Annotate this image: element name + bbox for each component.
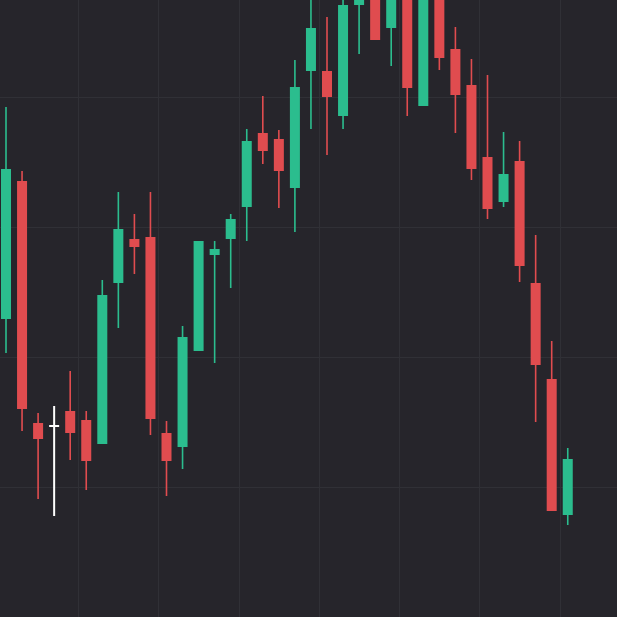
candle[interactable] (129, 214, 140, 274)
candle[interactable] (530, 235, 541, 422)
candle[interactable] (65, 371, 76, 460)
candle-body (514, 161, 525, 266)
candle[interactable] (241, 129, 252, 241)
candle-body (17, 181, 28, 409)
candle[interactable] (418, 0, 429, 106)
candles (1, 0, 573, 525)
candle-body (289, 87, 300, 188)
candle[interactable] (81, 411, 92, 490)
candle-body (370, 0, 381, 40)
candle[interactable] (482, 75, 493, 219)
candle[interactable] (338, 0, 349, 129)
candle[interactable] (434, 0, 445, 70)
candle-body (530, 283, 541, 365)
candle[interactable] (273, 130, 284, 208)
candle-body (418, 0, 429, 106)
candle[interactable] (562, 448, 573, 525)
candle-body (145, 237, 156, 419)
candle[interactable] (209, 241, 220, 363)
candle[interactable] (225, 214, 236, 288)
candle-body (562, 459, 573, 515)
candle[interactable] (17, 171, 28, 431)
candle-body (177, 337, 188, 447)
candle[interactable] (289, 60, 300, 232)
candle-body (354, 0, 365, 5)
candle-body (33, 423, 44, 439)
candle[interactable] (257, 96, 268, 164)
candle[interactable] (354, 0, 365, 54)
candle[interactable] (305, 0, 316, 129)
candle[interactable] (33, 413, 44, 499)
candle-body (113, 229, 124, 283)
candle[interactable] (193, 241, 204, 351)
candle-body (546, 379, 557, 511)
candle-body (402, 0, 413, 88)
candle-body (209, 249, 220, 255)
candle-body (434, 0, 445, 58)
candle-body (322, 71, 332, 97)
candle-body (466, 85, 477, 169)
candle-body (193, 241, 204, 351)
candle-body (161, 433, 172, 461)
candle-body (81, 420, 92, 461)
candle[interactable] (450, 27, 461, 133)
candle[interactable] (498, 132, 509, 207)
candle-body (305, 28, 316, 71)
candle[interactable] (145, 192, 156, 435)
candle-body (129, 239, 140, 247)
candle[interactable] (113, 192, 124, 328)
candle-body (482, 157, 493, 209)
candle-body (338, 5, 349, 116)
candle[interactable] (546, 341, 557, 511)
candle-body (97, 295, 108, 444)
candle[interactable] (177, 326, 188, 469)
candle[interactable] (161, 421, 172, 496)
candle-body (257, 133, 268, 151)
candle[interactable] (1, 107, 11, 353)
candle[interactable] (49, 406, 60, 516)
candle-body (273, 139, 284, 171)
candle-body (241, 141, 252, 207)
candle-body (450, 49, 461, 95)
candle[interactable] (386, 0, 397, 66)
candle-body (1, 169, 11, 319)
candle[interactable] (402, 0, 413, 116)
candle[interactable] (514, 141, 525, 282)
candle-body (498, 174, 509, 202)
candle-body (65, 411, 76, 433)
candle[interactable] (322, 17, 332, 155)
candle-body (386, 0, 397, 28)
candle-body (225, 219, 236, 239)
candle[interactable] (466, 59, 477, 180)
candle[interactable] (97, 280, 108, 444)
candle[interactable] (370, 0, 381, 40)
